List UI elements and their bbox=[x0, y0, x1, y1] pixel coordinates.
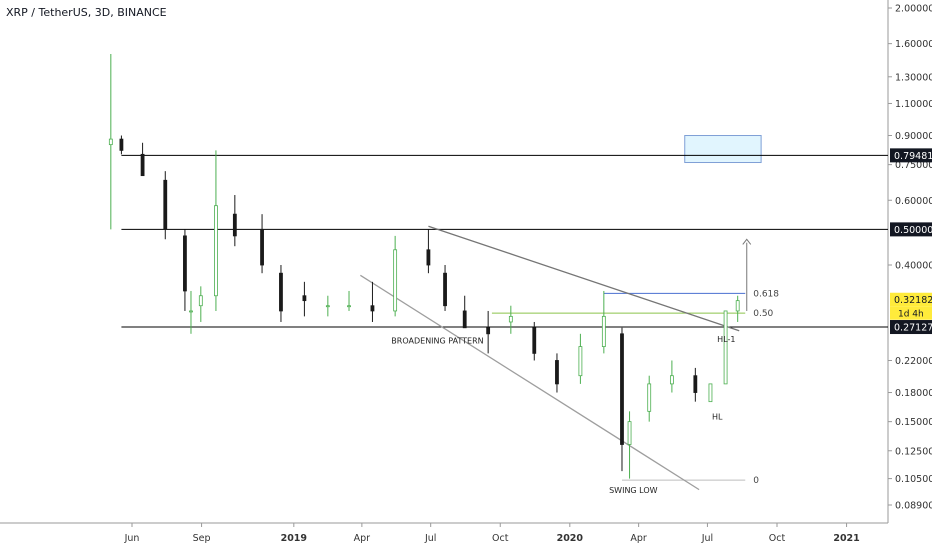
candle-body bbox=[508, 315, 513, 323]
candle-body bbox=[108, 138, 113, 146]
y-tick-label: 1.10000 bbox=[895, 99, 932, 110]
y-tick-label: 1.60000 bbox=[895, 39, 932, 50]
y-tick-label: 0.18000 bbox=[895, 388, 932, 399]
candle-body bbox=[601, 315, 606, 347]
candle-body bbox=[370, 305, 375, 312]
target-zone bbox=[684, 135, 762, 164]
chart-title: XRP / TetherUS, 3D, BINANCE bbox=[6, 6, 167, 19]
candle-body bbox=[426, 249, 431, 266]
y-tick-label: 0.40000 bbox=[895, 261, 932, 272]
countdown-label: 1d 4h bbox=[898, 310, 924, 320]
candle-body bbox=[693, 375, 698, 393]
x-tick-label: Apr bbox=[630, 533, 647, 544]
candle-body bbox=[708, 383, 713, 403]
candle-body bbox=[198, 295, 203, 307]
x-tick-label: Jul bbox=[424, 533, 436, 544]
candle-body bbox=[232, 213, 237, 237]
candle-body bbox=[302, 295, 307, 302]
x-tick-label: Apr bbox=[354, 533, 371, 544]
candle-body bbox=[393, 249, 398, 312]
fib-level-label: 0 bbox=[753, 476, 759, 486]
candle-body bbox=[325, 305, 330, 308]
price-tag bbox=[890, 292, 932, 307]
price-tag-label: 0.32182 bbox=[894, 295, 932, 306]
y-tick-label: 0.75000 bbox=[895, 160, 932, 171]
y-tick-label: 0.60000 bbox=[895, 196, 932, 207]
x-tick-label: Oct bbox=[769, 533, 786, 544]
price-tag-label: 0.79481 bbox=[894, 151, 932, 162]
candle-body bbox=[620, 333, 624, 445]
candle-body bbox=[119, 138, 124, 151]
y-tick-label: 1.30000 bbox=[895, 72, 932, 83]
candle-body bbox=[260, 228, 264, 266]
price-tag-label: 0.27127 bbox=[894, 323, 932, 334]
candle-body bbox=[183, 235, 187, 292]
y-tick-label: 0.10500 bbox=[895, 474, 932, 485]
candle-body bbox=[486, 327, 491, 335]
candle-body bbox=[669, 375, 674, 385]
candle-body bbox=[735, 300, 740, 312]
fib-level-label: 0.618 bbox=[753, 289, 779, 299]
y-tick-label: 0.90000 bbox=[895, 131, 932, 142]
x-tick-label: 2019 bbox=[281, 533, 307, 544]
x-tick-label: 2020 bbox=[557, 533, 584, 544]
candle-body bbox=[443, 272, 447, 307]
candle-body bbox=[555, 360, 559, 385]
y-tick-label: 0.15000 bbox=[895, 417, 932, 428]
y-tick-label: 0.22000 bbox=[895, 356, 932, 367]
candle-body bbox=[214, 205, 218, 297]
candle-body bbox=[140, 153, 145, 177]
projection-arrow-head bbox=[742, 238, 752, 245]
candle-body bbox=[189, 310, 193, 313]
price-tag bbox=[890, 320, 932, 335]
y-tick-label: 0.12500 bbox=[895, 446, 932, 457]
x-tick-label: Oct bbox=[492, 533, 509, 544]
x-tick-label: 2021 bbox=[833, 533, 859, 544]
candle-body bbox=[627, 421, 632, 445]
chart-annotation: BROADENING PATTERN bbox=[391, 336, 483, 345]
candle-body bbox=[578, 346, 583, 377]
candle-body bbox=[647, 383, 652, 412]
candle-body bbox=[532, 327, 537, 354]
trend-line bbox=[428, 225, 740, 332]
x-tick-label: Sep bbox=[193, 533, 211, 544]
candle-body bbox=[163, 179, 168, 230]
trend-line bbox=[360, 274, 700, 491]
x-tick-label: Jun bbox=[124, 533, 140, 544]
candle-body bbox=[462, 310, 467, 329]
x-tick-label: Jul bbox=[701, 533, 713, 544]
chart-annotation: SWING LOW bbox=[609, 486, 658, 495]
chart-annotation: HL bbox=[712, 413, 723, 422]
y-tick-label: 0.08900 bbox=[895, 501, 932, 512]
price-tag-label: 0.50000 bbox=[894, 225, 932, 236]
price-tag bbox=[890, 222, 932, 237]
candle-body bbox=[723, 310, 728, 385]
chart-annotation: HL-1 bbox=[717, 335, 735, 344]
countdown-tag bbox=[890, 306, 932, 320]
fib-level-label: 0.50 bbox=[753, 309, 773, 319]
candle-body bbox=[279, 272, 283, 312]
y-tick-label: 2.00000 bbox=[895, 4, 932, 15]
candle-body bbox=[347, 305, 351, 308]
price-tag bbox=[890, 148, 932, 163]
